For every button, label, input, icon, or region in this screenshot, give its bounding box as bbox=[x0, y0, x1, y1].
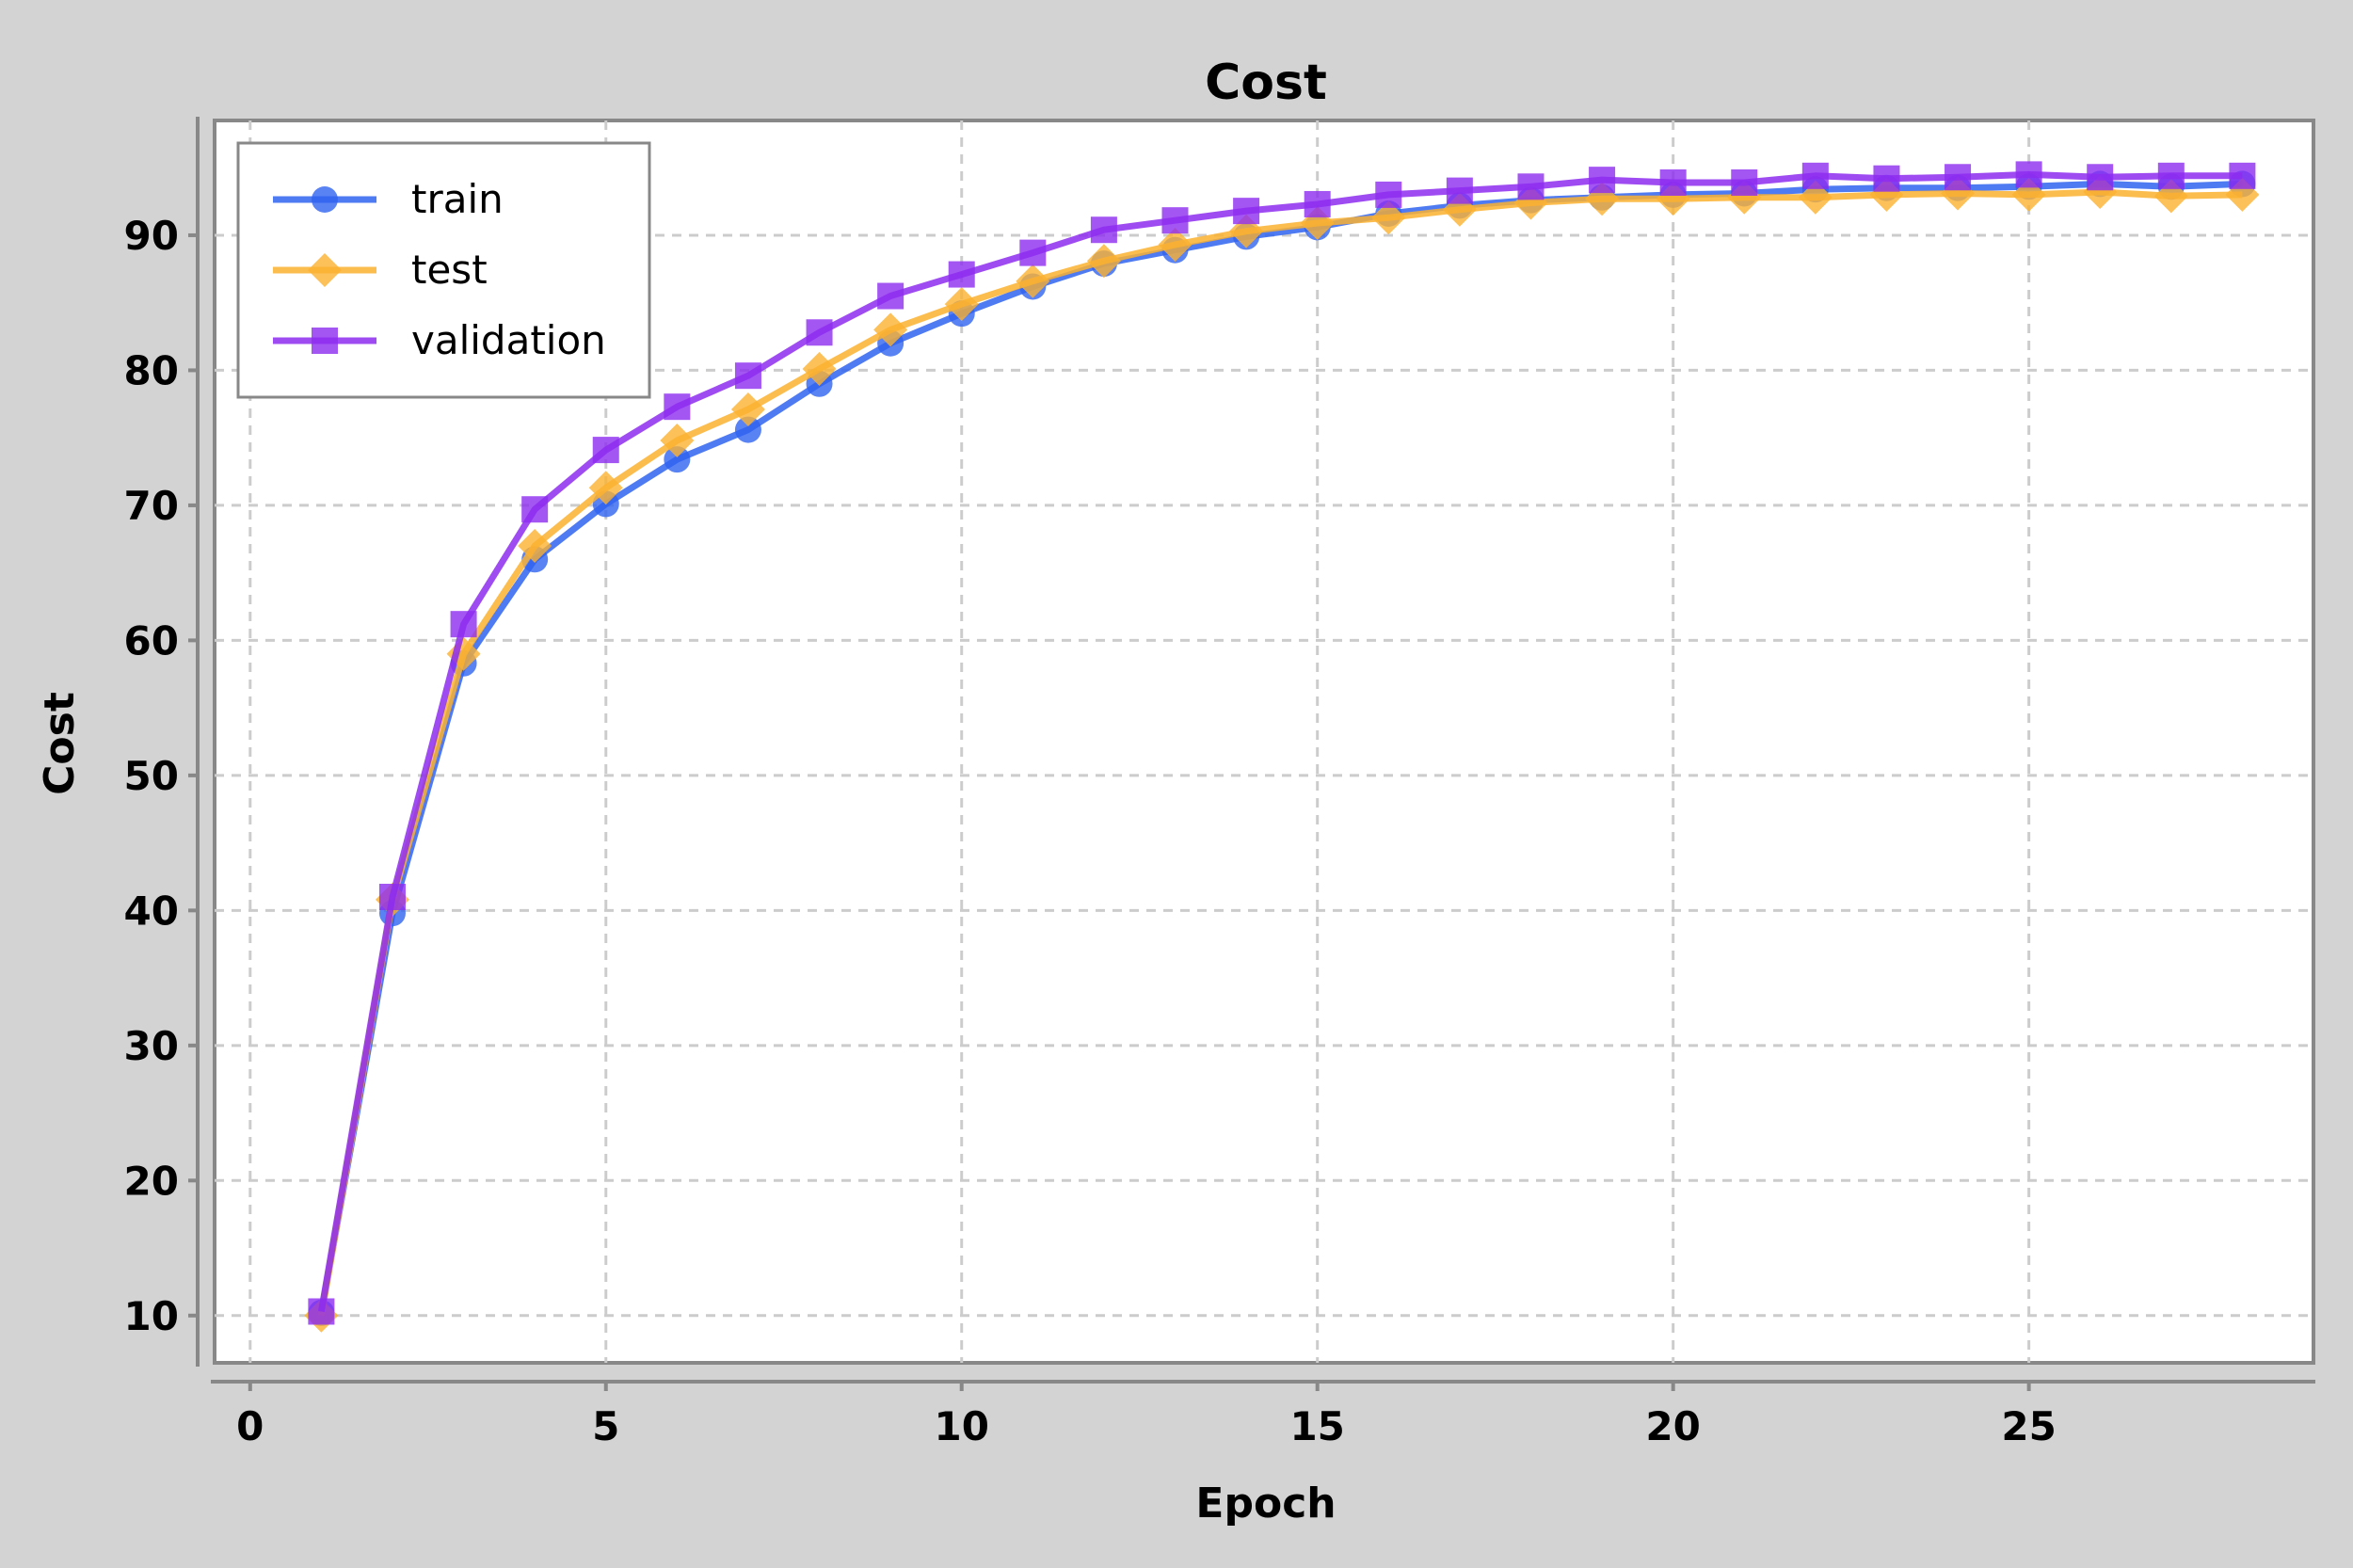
legend: train test validation bbox=[236, 141, 651, 399]
y-axis-label: Cost bbox=[36, 692, 84, 795]
data-point-validation bbox=[1090, 216, 1117, 244]
legend-item-train: train bbox=[273, 176, 504, 222]
y-tick-label: 60 bbox=[124, 617, 179, 664]
data-point-validation bbox=[2015, 161, 2042, 188]
data-point-validation bbox=[948, 261, 975, 288]
series-line-validation bbox=[317, 170, 2243, 1313]
legend-label: test bbox=[411, 247, 488, 293]
data-point-validation bbox=[592, 437, 619, 464]
data-point-validation bbox=[877, 282, 904, 310]
legend-item-validation: validation bbox=[273, 317, 606, 363]
legend-label: train bbox=[411, 176, 504, 222]
data-point-test bbox=[873, 312, 908, 347]
data-point-test bbox=[1086, 244, 1121, 279]
data-point-test bbox=[730, 392, 765, 427]
data-point-validation bbox=[1446, 177, 1473, 204]
data-point-test bbox=[588, 471, 623, 505]
data-point-validation bbox=[1304, 190, 1331, 217]
data-point-validation bbox=[806, 319, 833, 346]
x-tick-label: 5 bbox=[592, 1403, 619, 1449]
data-point-validation bbox=[1019, 239, 1047, 266]
data-point-validation bbox=[2229, 162, 2256, 189]
data-point-validation bbox=[1161, 207, 1189, 234]
data-point-train bbox=[664, 446, 691, 473]
data-point-validation bbox=[2157, 162, 2185, 189]
data-point-validation bbox=[378, 884, 406, 910]
y-tick-label: 90 bbox=[124, 213, 179, 259]
x-tick-label: 10 bbox=[935, 1403, 989, 1449]
x-tick-label: 20 bbox=[1645, 1403, 1700, 1449]
y-tick-label: 10 bbox=[124, 1293, 179, 1339]
y-tick-label: 40 bbox=[124, 888, 179, 934]
x-tick-label: 25 bbox=[2001, 1403, 2056, 1449]
data-point-validation bbox=[1589, 167, 1616, 194]
y-tick-label: 70 bbox=[124, 483, 179, 529]
data-point-validation bbox=[1945, 164, 1972, 191]
x-axis-label: Epoch bbox=[1195, 1480, 1336, 1528]
legend-swatch-marker bbox=[312, 328, 338, 354]
series-layer bbox=[304, 161, 2260, 1333]
y-tick-label: 80 bbox=[124, 347, 179, 393]
data-point-validation bbox=[1659, 169, 1687, 196]
series-validation bbox=[308, 161, 2256, 1325]
data-point-train bbox=[734, 416, 761, 443]
series-line-train bbox=[317, 180, 2243, 1314]
data-point-test bbox=[944, 287, 979, 322]
data-point-validation bbox=[1873, 165, 1900, 192]
data-point-validation bbox=[1801, 162, 1829, 189]
legend-swatch-marker bbox=[308, 253, 342, 287]
legend-label: validation bbox=[411, 317, 606, 363]
x-tick-label: 15 bbox=[1289, 1403, 1344, 1449]
y-tick-label: 30 bbox=[124, 1023, 179, 1069]
y-tick-label: 20 bbox=[124, 1158, 179, 1204]
x-tick-label: 0 bbox=[236, 1403, 264, 1449]
data-point-validation bbox=[521, 496, 549, 523]
series-line-test bbox=[317, 188, 2243, 1317]
y-ticks: 10 20 30 40 50 60 70 80 90 bbox=[124, 213, 198, 1339]
data-point-validation bbox=[1375, 181, 1402, 208]
legend-swatch-marker bbox=[312, 186, 338, 213]
data-point-validation bbox=[1731, 169, 1758, 196]
data-point-validation bbox=[664, 393, 691, 421]
data-point-test bbox=[1016, 264, 1050, 298]
data-point-test bbox=[1371, 200, 1406, 235]
y-tick-label: 50 bbox=[124, 753, 179, 799]
legend-item-test: test bbox=[273, 247, 488, 293]
data-point-validation bbox=[1233, 198, 1260, 225]
x-ticks: 0 5 10 15 20 25 bbox=[236, 1382, 2057, 1449]
data-point-validation bbox=[450, 611, 477, 638]
data-point-validation bbox=[734, 362, 761, 390]
data-point-validation bbox=[1517, 173, 1545, 200]
data-point-test bbox=[1158, 228, 1193, 262]
data-point-test bbox=[518, 528, 552, 563]
data-point-validation bbox=[308, 1298, 335, 1325]
data-point-validation bbox=[2087, 164, 2114, 191]
data-point-test bbox=[660, 424, 695, 458]
data-point-test bbox=[802, 352, 837, 386]
chart-title: Cost bbox=[1205, 55, 1327, 111]
